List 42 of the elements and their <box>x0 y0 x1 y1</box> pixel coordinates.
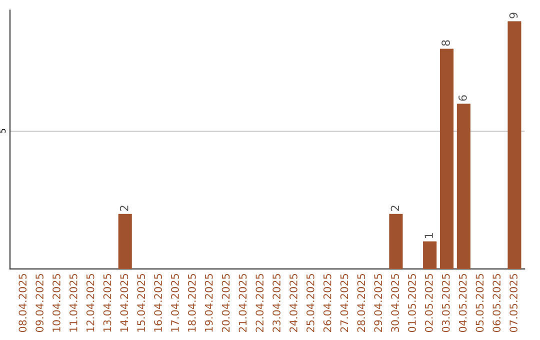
bar <box>456 104 470 269</box>
x-tick-label: 06.05.2025 <box>492 274 501 332</box>
x-tick-label: 28.04.2025 <box>357 274 366 332</box>
x-tick-label: 03.05.2025 <box>442 274 450 332</box>
bar <box>389 214 403 269</box>
x-tick-label: 29.04.2025 <box>374 274 382 332</box>
x-tick-label: 15.04.2025 <box>137 274 146 332</box>
x-tick-label: 13.04.2025 <box>103 274 112 332</box>
x-tick-label: 21.04.2025 <box>238 274 247 332</box>
x-tick-label: 07.05.2025 <box>510 274 518 332</box>
x-tick-label: 09.04.2025 <box>36 274 44 332</box>
data-label: 9 <box>509 12 518 18</box>
x-tick-label: 22.04.2025 <box>256 274 264 332</box>
x-tick-label: 12.04.2025 <box>86 274 94 332</box>
bar <box>508 21 522 269</box>
bar <box>118 214 132 269</box>
x-tick-label: 27.04.2025 <box>340 274 348 332</box>
x-tick-label: 02.05.2025 <box>424 274 433 332</box>
data-label: 6 <box>458 95 467 101</box>
x-tick-label: 18.04.2025 <box>188 274 196 332</box>
data-label: 2 <box>120 206 128 211</box>
x-tick-label: 04.05.2025 <box>458 274 467 332</box>
x-tick-label: 20.04.2025 <box>222 274 230 332</box>
x-tick-label: 17.04.2025 <box>171 274 179 332</box>
x-tick-label: 01.05.2025 <box>408 274 416 332</box>
bar <box>440 48 454 269</box>
x-tick-label: 26.04.2025 <box>323 274 332 332</box>
x-tick-label: 16.04.2025 <box>154 274 162 332</box>
x-tick-label: 30.04.2025 <box>391 274 399 332</box>
x-tick-label: 05.05.2025 <box>476 274 484 332</box>
bar <box>423 241 437 269</box>
x-tick-label: 11.04.2025 <box>69 274 78 332</box>
x-tick-label: 23.04.2025 <box>272 274 280 332</box>
x-tick-label: 08.04.2025 <box>18 274 27 332</box>
x-tick-label: 25.04.2025 <box>306 274 314 332</box>
data-label: 2 <box>390 206 400 211</box>
x-tick-label: 19.04.2025 <box>204 274 213 332</box>
data-label: 1 <box>424 233 433 238</box>
data-label: 8 <box>442 40 450 46</box>
x-tick-label: 14.04.2025 <box>120 274 128 332</box>
x-tick-label: 24.04.2025 <box>290 274 298 332</box>
x-tick-label: 10.04.2025 <box>52 274 60 332</box>
